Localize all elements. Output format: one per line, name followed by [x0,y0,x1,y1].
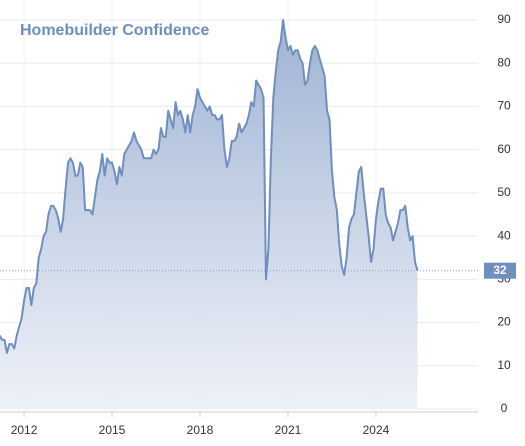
line [0,19,419,354]
x-tick-label: 2021 [275,423,302,437]
y-tick-label: 0 [501,401,508,415]
chart-title: Homebuilder Confidence [20,22,209,39]
y-tick-label: 80 [497,55,511,69]
y-tick-label: 90 [497,12,511,26]
y-tick-label: 20 [497,315,511,329]
x-tick-label: 2012 [11,423,38,437]
y-tick-label: 50 [497,185,511,199]
y-tick-label: 70 [497,99,511,113]
y-tick-label: 40 [497,228,511,242]
area [0,20,418,409]
x-tick-label: 2018 [187,423,214,437]
y-tick-label: 10 [497,358,511,372]
last-value-label: 32 [493,263,507,277]
x-tick-label: 2015 [99,423,126,437]
plot [0,19,419,409]
x-tick-label: 2024 [363,423,390,437]
last-value-box [484,262,516,279]
y-tick-label: 60 [497,142,511,156]
